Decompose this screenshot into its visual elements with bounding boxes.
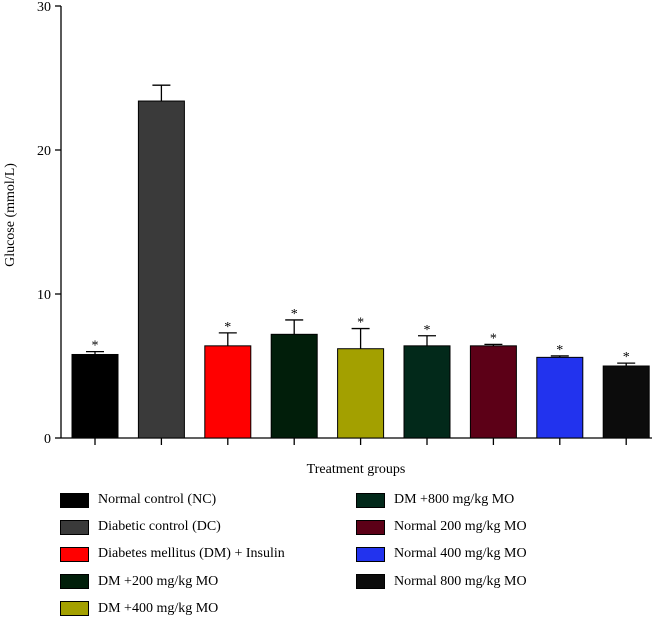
- x-axis-ticks: [94, 438, 627, 445]
- legend-label: Normal 800 mg/kg MO: [394, 573, 527, 589]
- legend-item: Diabetic control (DC): [60, 519, 221, 535]
- legend-swatch: [356, 546, 385, 562]
- bar: [536, 356, 584, 439]
- y-tick-label: 10: [37, 288, 51, 303]
- legend-item: Diabetes mellitus (DM) + Insulin: [60, 546, 285, 562]
- significance-mark: *: [92, 339, 99, 354]
- x-axis-label: Treatment groups: [307, 462, 406, 477]
- legend-item: Normal control (NC): [60, 492, 216, 508]
- y-tick-label: 30: [37, 0, 51, 15]
- legend-swatch: [356, 574, 385, 590]
- legend-item: DM +400 mg/kg MO: [60, 601, 218, 617]
- bar: [137, 100, 185, 439]
- legend-swatch: [60, 519, 89, 535]
- bar-group: [137, 84, 185, 439]
- bar-series: * * * * * * * *: [71, 84, 650, 439]
- significance-mark: *: [224, 320, 231, 335]
- legend-label: Diabetic control (DC): [98, 519, 221, 535]
- significance-mark: *: [623, 350, 630, 365]
- bar-group: *: [270, 307, 318, 439]
- significance-mark: *: [490, 331, 497, 346]
- bar-group: *: [469, 331, 517, 439]
- y-axis-label: Glucose (mmol/L): [3, 163, 18, 267]
- bar: [469, 345, 517, 439]
- bar: [270, 333, 318, 439]
- significance-mark: *: [424, 323, 431, 338]
- legend-item: DM +200 mg/kg MO: [60, 574, 218, 590]
- y-tick-label: 0: [44, 432, 51, 447]
- legend-swatch: [356, 519, 385, 535]
- legend-item: Normal 200 mg/kg MO: [356, 519, 527, 535]
- legend-label: DM +200 mg/kg MO: [98, 573, 219, 589]
- significance-mark: *: [556, 343, 563, 358]
- legend-swatch: [60, 574, 89, 590]
- bar-group: *: [602, 350, 650, 439]
- legend-label: Diabetes mellitus (DM) + Insulin: [98, 546, 285, 562]
- legend-item: Normal 800 mg/kg MO: [356, 574, 527, 590]
- legend-item: DM +800 mg/kg MO: [356, 492, 514, 508]
- bar-group: *: [71, 339, 119, 439]
- legend-label: DM +800 mg/kg MO: [394, 492, 515, 507]
- significance-mark: *: [357, 316, 364, 331]
- legend-label: DM +400 mg/kg MO: [98, 600, 219, 616]
- bar-group: *: [204, 320, 252, 439]
- legend-swatch: [60, 546, 89, 562]
- y-tick-label: 20: [37, 144, 51, 159]
- bar: [602, 365, 650, 439]
- legend-swatch: [356, 492, 385, 508]
- bar-group: *: [536, 343, 584, 439]
- legend-label: Normal 400 mg/kg MO: [394, 546, 527, 562]
- bar-group: *: [403, 323, 451, 439]
- legend-swatch: [60, 492, 89, 508]
- bar: [403, 345, 451, 439]
- y-axis-ticks: 0 10 20 30: [37, 0, 61, 447]
- bar: [204, 345, 252, 439]
- legend-label: Normal 200 mg/kg MO: [394, 519, 527, 535]
- bar: [71, 353, 119, 439]
- bar: [337, 348, 385, 439]
- legend-swatch: [60, 601, 89, 617]
- legend-item: Normal 400 mg/kg MO: [356, 546, 527, 562]
- legend-label: Normal control (NC): [98, 492, 217, 507]
- significance-mark: *: [291, 307, 298, 322]
- bar-group: *: [337, 316, 385, 439]
